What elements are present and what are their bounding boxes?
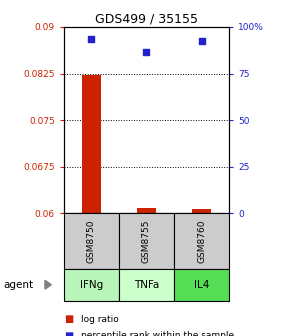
Text: agent: agent [3,280,33,290]
Text: GSM8755: GSM8755 [142,219,151,263]
Text: GSM8760: GSM8760 [197,219,206,263]
Point [199,38,204,43]
Point [144,49,149,54]
Title: GDS499 / 35155: GDS499 / 35155 [95,13,198,26]
Point [89,37,94,42]
Text: TNFa: TNFa [134,280,159,290]
Polygon shape [45,280,51,289]
Text: percentile rank within the sample: percentile rank within the sample [81,332,234,336]
Text: IL4: IL4 [194,280,209,290]
Bar [192,209,211,213]
Bar [137,208,156,213]
Text: ■: ■ [64,314,73,324]
Text: IFNg: IFNg [80,280,103,290]
Text: log ratio: log ratio [81,315,119,324]
Text: GSM8750: GSM8750 [87,219,96,263]
Bar [82,75,101,213]
Text: ■: ■ [64,331,73,336]
